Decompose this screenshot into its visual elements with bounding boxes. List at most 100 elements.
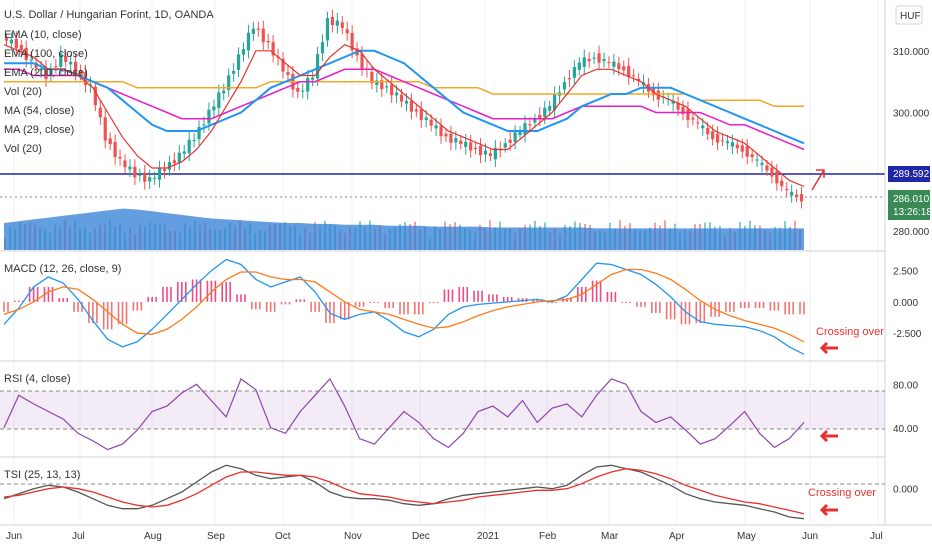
candle-body [775,171,779,184]
macd-histogram-bar [532,299,535,302]
tsi-axis: 0.000 [893,485,918,496]
candle-body [14,38,18,49]
macd-histogram-bar [659,301,661,314]
candle-body [543,107,547,118]
currency-label: HUF [900,11,921,22]
macd-histogram-bar [651,301,653,314]
macd-histogram-bar [325,301,327,324]
candle-body [212,106,216,111]
macd-histogram-bar [66,298,69,302]
macd-histogram-bar [725,301,727,312]
candle-body [162,168,167,172]
macd-histogram-bar [710,301,712,317]
candle-body [246,32,251,51]
macd-histogram-bar [769,301,772,311]
macd-histogram-bar [473,290,475,302]
macd-histogram-bar [436,301,439,304]
countdown-text: 13:26:18 [893,207,932,218]
candle-body [271,42,275,56]
macd-histogram-bar [492,294,494,302]
macd-histogram-bar [77,301,79,312]
macd-histogram-bar [392,301,394,309]
price-pane [0,9,885,250]
macd-histogram-bar [610,291,613,302]
time-tick-label: Jul [870,531,883,542]
macd-histogram-bar [773,301,776,311]
legend-item: EMA (10, close) [4,29,82,41]
macd-histogram-bar [259,301,261,310]
candle-body [399,94,404,102]
candle-body [533,118,537,123]
macd-histogram-bar [792,301,794,315]
macd-histogram-bar [18,300,20,302]
macd-histogram-bar [407,301,409,315]
candle-body [19,44,23,51]
candle-body [414,109,418,112]
macd-histogram-bar [462,286,465,302]
macd-histogram-bar [555,301,557,304]
macd-histogram-bar [784,301,786,315]
macd-histogram-bar [343,301,346,320]
macd-histogram-bar [62,298,65,302]
candle-body [266,40,270,43]
macd-histogram-bar [244,294,246,302]
macd-histogram-bar [166,286,168,302]
macd-histogram-bar [547,301,549,304]
candle-body [390,84,394,96]
candle-body [419,109,423,121]
macd-histogram-bar [703,301,706,324]
time-tick-label: Aug [144,531,162,542]
candle-body [790,191,794,196]
macd-histogram-bar [225,281,228,302]
candle-body [29,59,33,61]
macd-histogram-bar [199,279,202,302]
macd-histogram-bar [221,281,224,302]
macd-histogram-bar [803,301,805,315]
macd-line [3,258,805,355]
candle-body [69,62,73,65]
currency-button[interactable] [895,5,923,25]
candle-body [88,84,93,86]
macd-histogram-bar [510,296,513,302]
macd-histogram-bar [599,280,602,302]
macd-histogram-bar [362,301,365,307]
candle-body [222,90,226,94]
legend-item: EMA (200, close) [4,67,88,79]
time-axis[interactable]: Jun Jul Aug Sep Oct Nov Dec 2021 Feb Mar Apr May Jun… [6,531,883,542]
candle-body [617,63,621,70]
macd-histogram-bar [195,279,198,302]
macd-crossing-note: Crossing over [816,326,884,338]
macd-histogram-bar [180,281,183,302]
candle-body [325,18,330,41]
rsi-label: RSI (4, close) [4,373,71,385]
candle-body [553,94,557,111]
chart-title: U.S. Dollar / Hungarian Forint, 1D, OAND… [4,9,214,21]
macd-label: MACD (12, 26, close, 9) [4,263,121,275]
candle-body [612,61,616,67]
macd-histogram-bar [747,301,750,309]
macd-histogram-bar [673,301,676,320]
candle-body [607,62,611,64]
candle-body [706,127,710,135]
macd-histogram-bar [265,301,268,312]
candle-body [632,75,636,77]
candle-body [197,126,201,140]
macd-histogram-bar [695,301,698,324]
macd-histogram-bar [151,296,153,302]
tsi-tick-label: 0.000 [893,485,918,496]
candle-body [118,156,122,159]
candle-body [133,166,137,178]
candle-body [730,142,734,147]
macd-histogram-bar [403,301,405,315]
candle-body [44,67,48,80]
candle-body [108,138,112,145]
macd-histogram-bar [684,301,687,325]
level-price-badge [888,166,930,182]
candle-body [182,151,186,154]
price-axis[interactable]: 310.000 300.000 280.000 [893,47,930,238]
tsi-line [3,464,805,520]
macd-histogram-bar [191,279,194,302]
candle-body [755,159,759,161]
tsi-label: TSI (25, 13, 13) [4,469,80,481]
